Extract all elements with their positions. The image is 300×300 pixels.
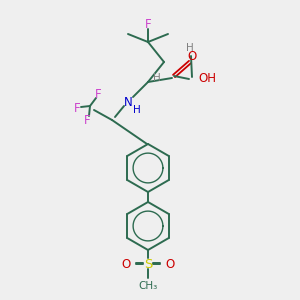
Text: H: H [133,105,141,115]
Text: S: S [144,257,152,271]
Text: H: H [153,73,161,83]
Text: H: H [186,43,194,53]
Text: O: O [165,257,175,271]
Text: F: F [74,101,80,115]
Text: OH: OH [198,71,216,85]
Text: F: F [145,17,151,31]
Text: F: F [84,113,90,127]
Text: O: O [122,257,130,271]
Text: O: O [188,50,196,64]
Text: CH₃: CH₃ [138,281,158,291]
Text: F: F [95,88,101,100]
Text: N: N [124,95,132,109]
